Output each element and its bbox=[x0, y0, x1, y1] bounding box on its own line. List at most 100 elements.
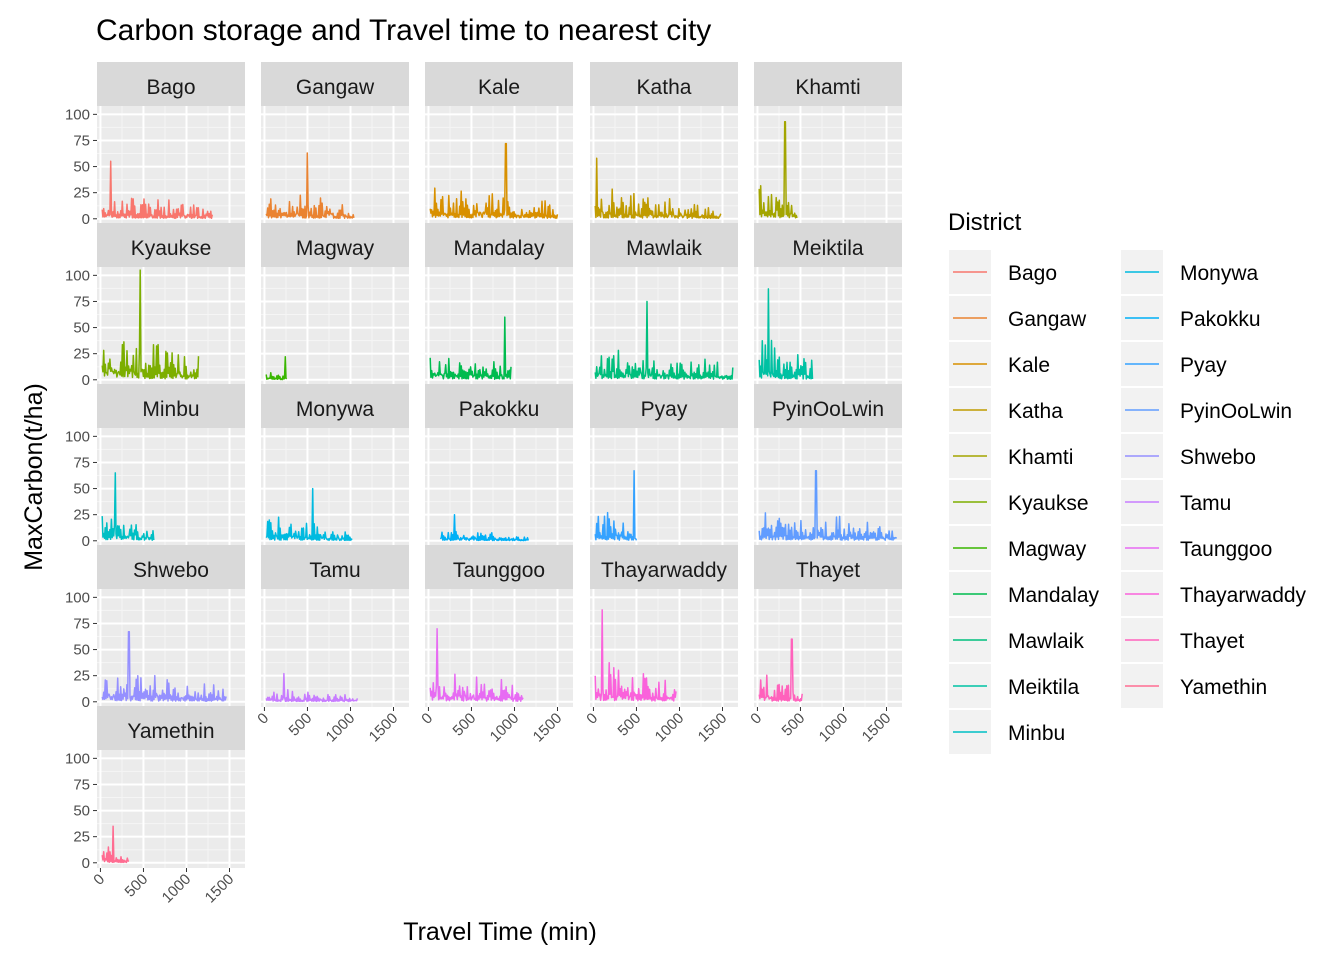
strip-label: Mawlaik bbox=[626, 237, 702, 260]
legend-item-pyay: Pyay bbox=[1121, 342, 1227, 386]
panel-thayet: Thayet 0 500 1000 1500 bbox=[747, 545, 902, 745]
x-tick-label: 500 bbox=[615, 710, 645, 740]
strip-background bbox=[590, 62, 738, 106]
strip-background bbox=[97, 384, 245, 428]
strip-background bbox=[425, 545, 573, 589]
panel-kyaukse: Kyaukse 0 25 50 75 100 bbox=[65, 223, 245, 389]
panel-taunggoo: Taunggoo 0 500 1000 1500 bbox=[418, 545, 573, 745]
strip-background bbox=[754, 223, 902, 267]
legend-label: Magway bbox=[1008, 538, 1087, 561]
strip-label: Bago bbox=[146, 76, 195, 99]
series-line-bago bbox=[101, 160, 214, 220]
legend-label: Pakokku bbox=[1180, 308, 1261, 331]
panel-background bbox=[425, 428, 573, 546]
legend: District Bago Gangaw Kale Katha Khamti Kyauks… bbox=[948, 209, 1307, 754]
legend-label: PyinOoLwin bbox=[1180, 400, 1292, 423]
y-tick-label: 100 bbox=[65, 750, 90, 767]
strip-label: Khamti bbox=[795, 76, 860, 99]
x-tick-label: 1000 bbox=[323, 710, 359, 746]
strip-label: Gangaw bbox=[296, 76, 375, 99]
legend-label: Meiktila bbox=[1008, 676, 1080, 699]
panel-background bbox=[590, 428, 738, 546]
legend-item-kyaukse: Kyaukse bbox=[949, 480, 1089, 524]
strip-background bbox=[754, 384, 902, 428]
x-tick-label: 500 bbox=[286, 710, 316, 740]
x-tick-label: 0 bbox=[418, 710, 436, 728]
y-tick-label: 0 bbox=[82, 855, 90, 872]
legend-title: District bbox=[948, 209, 1022, 236]
x-tick-label: 1500 bbox=[366, 710, 402, 746]
x-tick-label: 0 bbox=[90, 871, 108, 889]
y-tick-label: 0 bbox=[82, 694, 90, 711]
strip-background bbox=[425, 384, 573, 428]
strip-label: Taunggoo bbox=[453, 559, 545, 582]
y-tick-label: 0 bbox=[82, 372, 90, 389]
y-tick-label: 25 bbox=[73, 507, 90, 524]
y-tick-label: 50 bbox=[73, 481, 90, 498]
strip-background bbox=[590, 545, 738, 589]
strip-label: Kale bbox=[478, 76, 520, 99]
legend-item-mawlaik: Mawlaik bbox=[949, 618, 1084, 662]
y-tick-label: 75 bbox=[73, 776, 90, 793]
legend-label: Pyay bbox=[1180, 354, 1227, 377]
strip-background bbox=[261, 545, 409, 589]
y-tick-label: 75 bbox=[73, 293, 90, 310]
series-line-katha bbox=[594, 157, 722, 220]
strip-label: PyinOoLwin bbox=[772, 398, 884, 421]
legend-label: Thayarwaddy bbox=[1180, 584, 1307, 607]
series-line-taunggoo bbox=[429, 627, 524, 702]
legend-label: Mawlaik bbox=[1008, 630, 1084, 653]
legend-item-katha: Katha bbox=[949, 388, 1063, 432]
legend-label: Mandalay bbox=[1008, 584, 1100, 607]
x-tick-label: 1000 bbox=[816, 710, 852, 746]
y-tick-label: 25 bbox=[73, 668, 90, 685]
series-line-mawlaik bbox=[594, 300, 734, 380]
y-tick-label: 75 bbox=[73, 454, 90, 471]
y-tick-label: 50 bbox=[73, 642, 90, 659]
panel-background bbox=[97, 750, 245, 868]
panel-mandalay: Mandalay bbox=[425, 223, 573, 385]
legend-item-taunggoo: Taunggoo bbox=[1121, 526, 1272, 570]
x-tick-label: 1500 bbox=[530, 710, 566, 746]
x-tick-label: 0 bbox=[254, 710, 272, 728]
legend-label: Kyaukse bbox=[1008, 492, 1089, 515]
series-line-pyinoolwin bbox=[758, 470, 897, 541]
legend-label: Yamethin bbox=[1180, 676, 1267, 699]
series-line-shwebo bbox=[101, 631, 227, 702]
panel-background bbox=[425, 589, 573, 707]
panel-background bbox=[590, 589, 738, 707]
panel-magway: Magway bbox=[261, 223, 409, 385]
y-tick-label: 25 bbox=[73, 829, 90, 846]
panel-pakokku: Pakokku bbox=[425, 384, 573, 546]
x-tick-label: 1500 bbox=[202, 871, 238, 907]
panel-background bbox=[261, 267, 409, 385]
strip-label: Minbu bbox=[142, 398, 199, 421]
legend-item-tamu: Tamu bbox=[1121, 480, 1231, 524]
facet-panels: Bago 0 25 50 75 100 Gangaw Kale Katha Khamti Kyauk… bbox=[65, 62, 902, 906]
y-tick-label: 100 bbox=[65, 106, 90, 123]
y-tick-label: 100 bbox=[65, 267, 90, 284]
strip-background bbox=[261, 62, 409, 106]
series-line-khamti bbox=[758, 120, 798, 219]
x-tick-label: 1000 bbox=[652, 710, 688, 746]
y-tick-label: 75 bbox=[73, 615, 90, 632]
strip-label: Tamu bbox=[309, 559, 360, 582]
series-line-kyaukse bbox=[101, 269, 200, 380]
panel-background bbox=[261, 428, 409, 546]
legend-item-pyinoolwin: PyinOoLwin bbox=[1121, 388, 1292, 432]
y-tick-label: 50 bbox=[73, 320, 90, 337]
strip-label: Katha bbox=[637, 76, 692, 99]
series-line-thayarwaddy bbox=[594, 609, 677, 702]
x-tick-label: 1500 bbox=[695, 710, 731, 746]
strip-background bbox=[97, 62, 245, 106]
panel-monywa: Monywa bbox=[261, 384, 409, 546]
series-line-meiktila bbox=[758, 288, 814, 380]
y-tick-label: 50 bbox=[73, 159, 90, 176]
y-tick-label: 25 bbox=[73, 346, 90, 363]
panel-thayarwaddy: Thayarwaddy 0 500 1000 1500 bbox=[583, 545, 738, 745]
series-line-kale bbox=[429, 142, 559, 219]
panel-background bbox=[425, 267, 573, 385]
legend-label: Tamu bbox=[1180, 492, 1231, 515]
y-tick-label: 75 bbox=[73, 132, 90, 149]
